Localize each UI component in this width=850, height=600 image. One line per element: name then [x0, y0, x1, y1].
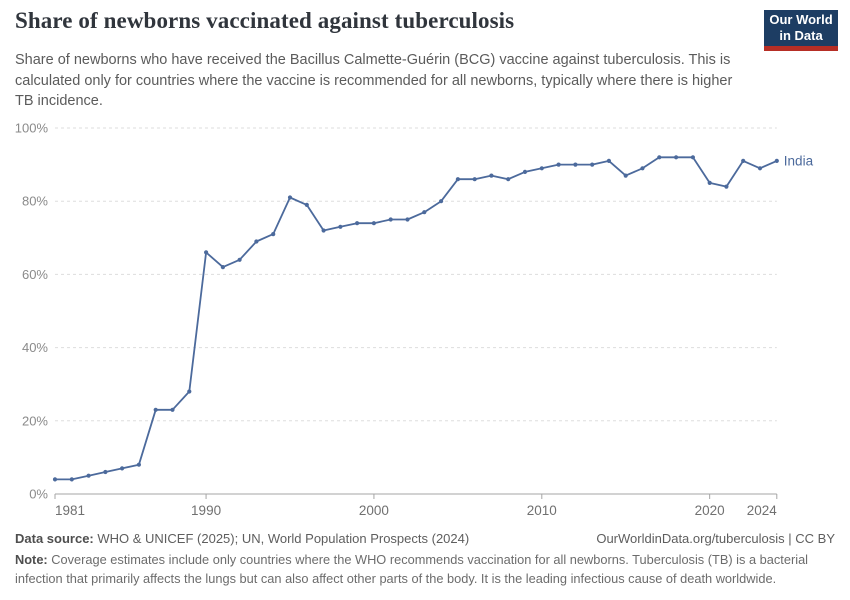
data-point[interactable]: [136, 462, 141, 467]
y-tick-label: 60%: [22, 267, 48, 282]
data-point[interactable]: [52, 477, 58, 482]
data-point[interactable]: [405, 217, 410, 222]
data-point[interactable]: [170, 407, 175, 412]
data-source: Data source: WHO & UNICEF (2025); UN, Wo…: [15, 531, 469, 546]
data-point[interactable]: [321, 228, 326, 233]
data-point[interactable]: [254, 239, 259, 244]
data-point[interactable]: [271, 232, 276, 237]
data-point[interactable]: [741, 158, 746, 163]
data-point[interactable]: [472, 177, 477, 182]
data-point[interactable]: [690, 155, 696, 160]
data-point[interactable]: [522, 169, 528, 174]
series-end-label[interactable]: India: [784, 153, 814, 168]
owid-logo-line1: Our World: [769, 11, 833, 27]
y-tick-label: 80%: [22, 194, 48, 209]
data-point[interactable]: [355, 221, 360, 226]
x-tick-label: 2000: [359, 503, 389, 518]
chart-subtitle: Share of newborns who have received the …: [15, 52, 733, 110]
data-point[interactable]: [657, 155, 662, 160]
data-point[interactable]: [338, 224, 343, 229]
data-point[interactable]: [707, 180, 712, 185]
data-point[interactable]: [304, 202, 309, 207]
data-point[interactable]: [237, 257, 242, 262]
x-tick-label: 2020: [695, 503, 725, 518]
data-point[interactable]: [757, 166, 763, 171]
owid-logo[interactable]: Our World in Data: [764, 10, 838, 51]
data-point[interactable]: [287, 195, 293, 200]
data-point[interactable]: [640, 166, 645, 171]
owid-logo-line2: in Data: [779, 28, 823, 43]
data-point[interactable]: [120, 466, 125, 471]
x-tick-label: 2024: [747, 503, 778, 518]
data-point[interactable]: [153, 407, 158, 412]
data-point[interactable]: [388, 217, 393, 222]
data-point[interactable]: [204, 250, 209, 255]
chart-note: Note: Coverage estimates include only co…: [15, 551, 835, 588]
data-point[interactable]: [539, 166, 544, 171]
data-point[interactable]: [439, 199, 444, 204]
citation-link[interactable]: OurWorldinData.org/tuberculosis | CC BY: [596, 531, 835, 546]
y-tick-label: 20%: [22, 413, 48, 428]
data-point[interactable]: [455, 177, 460, 182]
data-point[interactable]: [506, 177, 511, 182]
note-text: Coverage estimates include only countrie…: [15, 552, 809, 586]
data-point[interactable]: [573, 162, 578, 167]
data-point[interactable]: [422, 210, 427, 215]
data-point[interactable]: [556, 162, 561, 167]
data-point[interactable]: [774, 158, 779, 163]
y-tick-label: 100%: [15, 121, 49, 136]
data-point[interactable]: [371, 221, 376, 226]
data-point[interactable]: [187, 389, 192, 394]
x-axis: 1981 1990 2000 2010 2020 2024: [54, 493, 778, 518]
data-point[interactable]: [606, 158, 612, 163]
data-point[interactable]: [489, 173, 494, 178]
data-point[interactable]: [220, 265, 225, 270]
y-tick-label: 40%: [22, 340, 48, 355]
note-label: Note:: [15, 552, 48, 567]
data-point[interactable]: [724, 184, 729, 189]
chart-footer: Data source: WHO & UNICEF (2025); UN, Wo…: [15, 531, 835, 588]
data-point[interactable]: [590, 162, 595, 167]
data-line[interactable]: [55, 156, 778, 481]
x-tick-label: 1981: [55, 503, 85, 518]
data-point[interactable]: [103, 469, 108, 475]
data-point[interactable]: [69, 477, 74, 482]
data-point[interactable]: [86, 473, 91, 478]
data-source-text: WHO & UNICEF (2025); UN, World Populatio…: [93, 531, 470, 546]
y-tick-label: 0%: [29, 487, 48, 502]
data-points: [52, 155, 779, 482]
page-title: Share of newborns vaccinated against tub…: [15, 8, 515, 33]
data-point[interactable]: [623, 173, 628, 178]
x-tick-label: 1990: [191, 503, 221, 518]
data-source-label: Data source:: [15, 531, 94, 546]
data-point[interactable]: [674, 155, 679, 160]
x-tick-label: 2010: [527, 503, 557, 518]
y-grid: 0% 20% 40% 60% 80% 100%: [15, 121, 777, 502]
